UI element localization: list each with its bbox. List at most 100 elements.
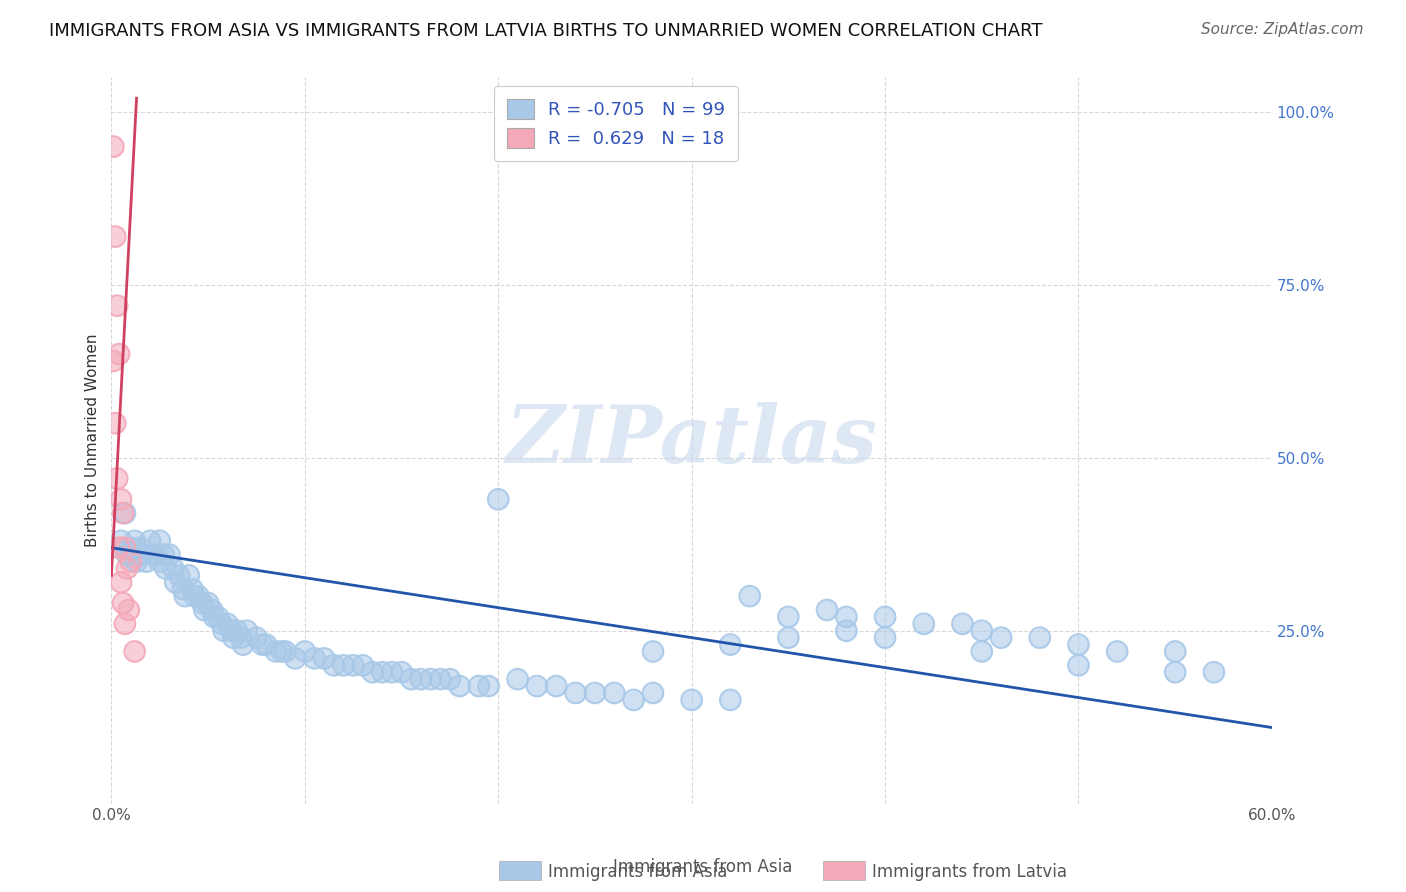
Point (564, 686, 586, 700)
Point (201, 603, 224, 617)
Point (143, 548, 166, 562)
Point (226, 624, 249, 638)
Point (738, 589, 761, 603)
Point (1107, 644, 1129, 658)
Point (162, 561, 184, 575)
Point (108, 541, 131, 555)
Point (236, 624, 259, 638)
Point (284, 651, 307, 665)
Point (120, 541, 142, 555)
Point (526, 679, 548, 693)
Point (193, 603, 215, 617)
Text: Immigrants from Asia: Immigrants from Asia (613, 858, 793, 876)
Point (970, 644, 993, 658)
Point (815, 603, 838, 617)
Point (232, 638, 254, 652)
Point (212, 624, 235, 638)
Point (439, 672, 461, 686)
Point (252, 638, 274, 652)
Point (135, 555, 157, 569)
Point (361, 665, 384, 680)
Text: IMMIGRANTS FROM ASIA VS IMMIGRANTS FROM LATVIA BIRTHS TO UNMARRIED WOMEN CORRELA: IMMIGRANTS FROM ASIA VS IMMIGRANTS FROM … (49, 22, 1043, 40)
Point (583, 686, 606, 700)
Point (105, 472, 128, 486)
Point (103, 354, 125, 368)
Point (152, 548, 174, 562)
Point (222, 631, 245, 645)
Point (546, 679, 568, 693)
Point (125, 555, 148, 569)
Point (245, 631, 267, 645)
Point (352, 658, 374, 673)
Point (1164, 665, 1187, 680)
Point (468, 679, 491, 693)
Point (110, 533, 132, 548)
Point (108, 541, 131, 555)
Point (970, 644, 993, 658)
Point (149, 555, 172, 569)
Point (177, 568, 200, 582)
Point (419, 672, 441, 686)
Point (603, 686, 626, 700)
Point (564, 686, 586, 700)
Point (1164, 644, 1187, 658)
Point (409, 672, 432, 686)
Point (409, 672, 432, 686)
Point (1164, 644, 1187, 658)
Point (1067, 658, 1090, 673)
Point (125, 555, 148, 569)
Point (172, 582, 194, 597)
Point (641, 686, 664, 700)
Point (165, 575, 187, 590)
Point (990, 631, 1012, 645)
Point (187, 589, 209, 603)
Point (207, 610, 229, 624)
Point (172, 582, 194, 597)
Point (115, 561, 138, 575)
Point (131, 548, 153, 562)
Point (778, 610, 800, 624)
Point (103, 139, 125, 153)
Point (264, 644, 287, 658)
Point (252, 638, 274, 652)
Point (129, 541, 152, 555)
Point (314, 651, 336, 665)
Point (322, 658, 344, 673)
Point (361, 665, 384, 680)
Point (105, 472, 128, 486)
Point (970, 624, 993, 638)
Point (718, 693, 741, 707)
Point (304, 651, 326, 665)
Point (1067, 638, 1090, 652)
Point (583, 686, 606, 700)
Point (159, 548, 181, 562)
Point (181, 582, 204, 597)
Point (623, 693, 645, 707)
Point (526, 679, 548, 693)
Point (970, 624, 993, 638)
Point (232, 638, 254, 652)
Point (506, 672, 529, 686)
Point (115, 548, 138, 562)
Point (104, 229, 127, 244)
Point (103, 139, 125, 153)
Point (641, 644, 664, 658)
Point (284, 651, 307, 665)
Point (115, 561, 138, 575)
Point (103, 354, 125, 368)
Point (835, 610, 858, 624)
Point (778, 631, 800, 645)
Point (371, 665, 394, 680)
Point (110, 533, 132, 548)
Point (191, 596, 214, 610)
Point (229, 631, 252, 645)
Point (1029, 631, 1052, 645)
Point (162, 561, 184, 575)
Point (110, 575, 132, 590)
Point (718, 693, 741, 707)
Point (110, 492, 132, 507)
Point (419, 672, 441, 686)
Point (274, 644, 297, 658)
Point (391, 665, 413, 680)
Point (835, 610, 858, 624)
